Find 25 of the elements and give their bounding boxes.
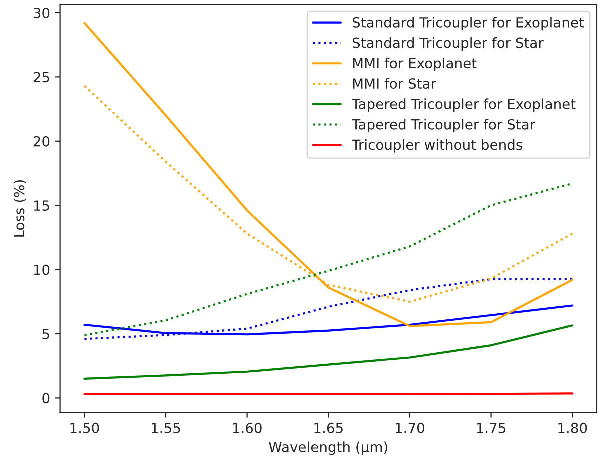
x-axis-title: Wavelength (µm) [269, 442, 388, 456]
legend-label: Standard Tricoupler for Exoplanet [352, 17, 584, 31]
y-tick-label: 10 [34, 264, 50, 276]
x-tick-label: 1.70 [396, 422, 424, 434]
x-tick-label: 1.75 [477, 423, 506, 434]
legend-label: Standard Tricoupler for Star [352, 38, 544, 51]
x-tick-label: 1.60 [233, 422, 262, 434]
y-tick-label: 25 [34, 72, 50, 83]
x-tick-label: 1.65 [314, 422, 343, 434]
y-tick-label: 30 [34, 8, 50, 18]
y-tick-label: 15 [34, 200, 50, 212]
y-axis-title: Loss (%) [14, 180, 26, 237]
legend-label: Tricoupler without bends [352, 139, 522, 153]
line-series [84, 278, 574, 340]
x-tick-label: 1.55 [152, 423, 180, 434]
y-tick-label: 20 [34, 136, 50, 147]
x-tick-label: 1.50 [70, 422, 100, 434]
y-tick-label: 5 [42, 329, 50, 340]
x-tick-label: 1.80 [558, 422, 588, 434]
legend-label: Tapered Tricoupler for Star [352, 119, 536, 133]
legend-label: MMI for Star [353, 78, 437, 90]
legend-label: MMI for Exoplanet [353, 58, 477, 72]
y-tick-label: 0 [42, 393, 50, 404]
legend-label: Tapered Tricoupler for Exoplanet [352, 98, 576, 112]
line-series [84, 324, 574, 380]
